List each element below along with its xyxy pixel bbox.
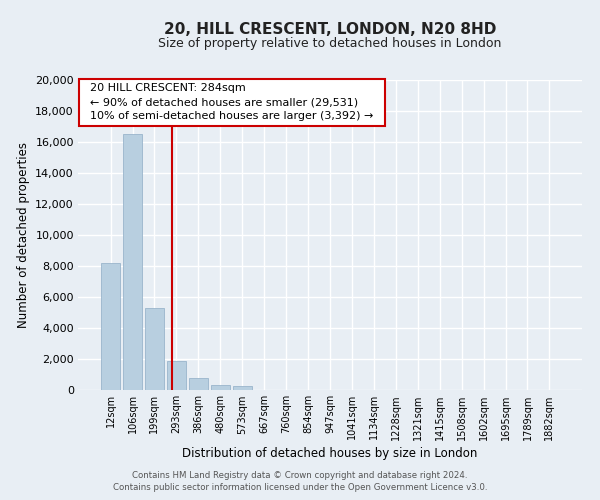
Bar [101,263,120,390]
Text: 20, HILL CRESCENT, LONDON, N20 8HD: 20, HILL CRESCENT, LONDON, N20 8HD [164,22,496,38]
Bar [167,362,186,390]
Text: Size of property relative to detached houses in London: Size of property relative to detached ho… [158,38,502,51]
Bar [123,134,142,390]
Text: Contains public sector information licensed under the Open Government Licence v3: Contains public sector information licen… [113,484,487,492]
Y-axis label: Number of detached properties: Number of detached properties [17,142,29,328]
Bar [233,386,252,390]
Bar [211,386,230,390]
Bar [188,378,208,390]
Text: 20 HILL CRESCENT: 284sqm  
  ← 90% of detached houses are smaller (29,531)  
  1: 20 HILL CRESCENT: 284sqm ← 90% of detach… [83,83,380,121]
Text: Contains HM Land Registry data © Crown copyright and database right 2024.: Contains HM Land Registry data © Crown c… [132,471,468,480]
Bar [145,308,164,390]
X-axis label: Distribution of detached houses by size in London: Distribution of detached houses by size … [182,446,478,460]
